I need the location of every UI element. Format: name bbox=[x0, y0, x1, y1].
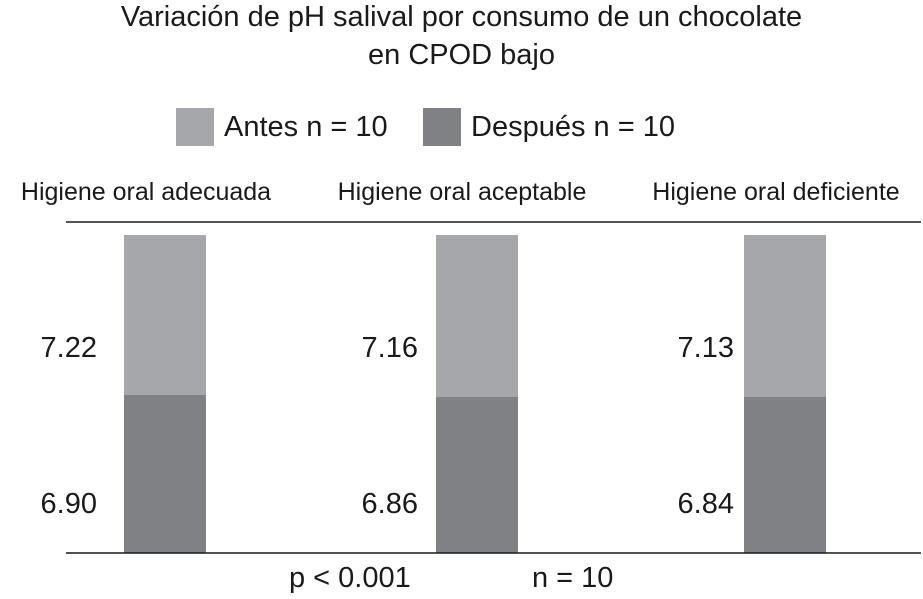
legend-item-antes: Antes n = 10 bbox=[176, 105, 388, 149]
value-label-despues: 6.86 bbox=[362, 488, 418, 520]
value-label-despues: 6.90 bbox=[41, 488, 97, 520]
value-label-despues: 6.84 bbox=[678, 488, 734, 520]
p-value-label: p < 0.001 bbox=[289, 562, 411, 594]
value-label-antes: 7.13 bbox=[678, 332, 734, 364]
legend-label-despues: Después n = 10 bbox=[471, 110, 675, 143]
bar-antes bbox=[124, 235, 206, 395]
bar-despues bbox=[124, 395, 206, 553]
category-label: Higiene oral aceptable bbox=[338, 178, 587, 206]
category-label: Higiene oral adecuada bbox=[21, 178, 271, 206]
legend-swatch-despues bbox=[423, 108, 461, 146]
legend: Antes n = 10 Después n = 10 bbox=[0, 105, 923, 149]
bar-despues bbox=[436, 397, 518, 553]
bar-antes bbox=[436, 235, 518, 397]
legend-label-antes: Antes n = 10 bbox=[224, 110, 388, 143]
legend-swatch-antes bbox=[176, 108, 214, 146]
sample-size-label: n = 10 bbox=[532, 562, 614, 594]
bar-despues bbox=[744, 397, 826, 553]
legend-item-despues: Después n = 10 bbox=[423, 105, 675, 149]
chart-title-line-2: en CPOD bajo bbox=[368, 39, 555, 71]
value-label-antes: 7.22 bbox=[41, 332, 97, 364]
chart-title-line-1: Variación de pH salival por consumo de u… bbox=[120, 1, 803, 33]
bar-antes bbox=[744, 235, 826, 397]
value-label-antes: 7.16 bbox=[362, 332, 418, 364]
category-label: Higiene oral deficiente bbox=[652, 178, 899, 206]
